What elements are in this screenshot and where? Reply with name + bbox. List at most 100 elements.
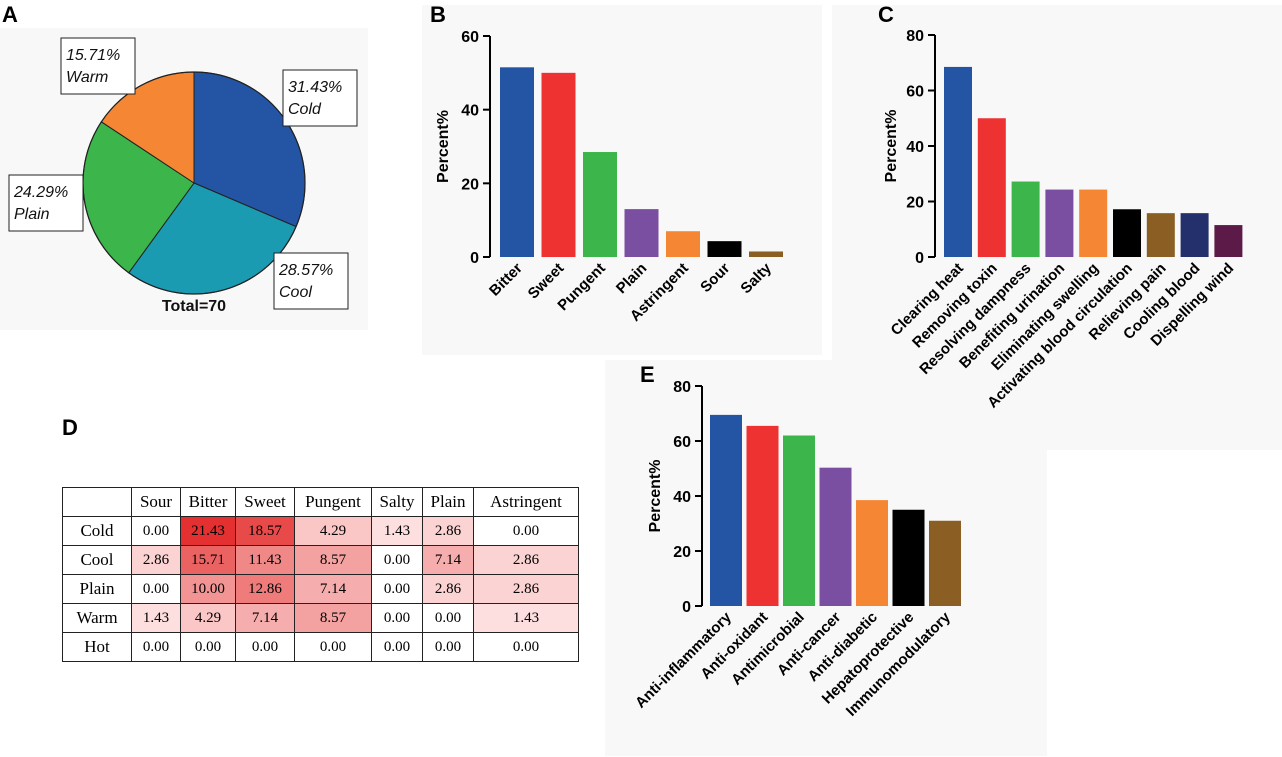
pie-label-percent: 15.71% (66, 47, 120, 64)
table-cell: 11.43 (235, 545, 295, 575)
table-cell: 4.29 (180, 603, 236, 633)
column-header (62, 487, 132, 517)
column-header: Salty (371, 487, 423, 517)
bar-anti-oxidant (746, 425, 779, 606)
pie-label-name: Plain (14, 206, 50, 223)
column-header: Astringent (473, 487, 579, 517)
table-row: Cool 2.86 15.71 11.43 8.57 0.00 7.14 2.8… (62, 545, 579, 575)
pie-label-percent: 24.29% (13, 184, 68, 201)
y-tick-label: 40 (461, 103, 479, 120)
table-row: Plain 0.00 10.00 12.86 7.14 0.00 2.86 2.… (62, 574, 579, 604)
panel-label-e: E (640, 362, 655, 387)
table-row: Cold 0.00 21.43 18.57 4.29 1.43 2.86 0.0… (62, 516, 579, 546)
bar-astringent (666, 231, 700, 257)
pie-label-percent: 28.57% (278, 262, 333, 279)
y-tick-label: 0 (470, 250, 479, 267)
table-cell: 2.86 (422, 516, 474, 546)
table-header-row: Sour Bitter Sweet Pungent Salty Plain As… (62, 487, 579, 517)
heatmap-table-d: Sour Bitter Sweet Pungent Salty Plain As… (62, 487, 579, 662)
x-tick-label: Salty (737, 259, 775, 297)
table-cell: 0.00 (422, 603, 474, 633)
y-tick-label: 80 (906, 28, 924, 45)
table-cell: 2.86 (131, 545, 181, 575)
bar-eliminating-swelling (1079, 189, 1108, 257)
table-cell: 0.00 (473, 516, 579, 546)
table-cell: 1.43 (371, 516, 423, 546)
table-cell: 1.43 (131, 603, 181, 633)
bar-resolving-dampness (1011, 181, 1040, 257)
y-axis-label: Percent% (647, 460, 664, 533)
bar-clearing-heat (944, 66, 972, 257)
y-tick-label: 40 (906, 139, 924, 156)
table-cell: 2.86 (422, 574, 474, 604)
table-cell: 15.71 (180, 545, 236, 575)
bar-pungent (583, 152, 617, 257)
y-tick-label: 20 (461, 176, 479, 193)
column-header: Plain (422, 487, 474, 517)
table-row: Hot 0.00 0.00 0.00 0.00 0.00 0.00 0.00 (62, 632, 579, 662)
y-tick-label: 40 (673, 489, 691, 506)
panel-label-a: A (2, 2, 18, 27)
table-cell: 0.00 (131, 632, 181, 662)
column-header: Sweet (235, 487, 295, 517)
row-header: Cold (62, 516, 132, 546)
bar-relieving-pain (1146, 213, 1175, 257)
y-tick-label: 20 (906, 195, 924, 212)
table-cell: 0.00 (473, 632, 579, 662)
table-cell: 0.00 (422, 632, 474, 662)
y-tick-label: 80 (673, 379, 691, 396)
column-header: Bitter (180, 487, 236, 517)
pie-label-name: Warm (66, 69, 108, 86)
pie-label-box (273, 252, 349, 310)
bar-chart-e: 020406080Percent%Anti-inflammatoryAnti-o… (632, 379, 961, 720)
column-header: Sour (131, 487, 181, 517)
table-cell: 0.00 (371, 574, 423, 604)
table-cell: 0.00 (294, 632, 372, 662)
table-cell: 7.14 (294, 574, 372, 604)
row-header: Plain (62, 574, 132, 604)
bar-activating-blood-circulation (1113, 209, 1141, 257)
bar-plain (624, 209, 659, 257)
y-tick-label: 0 (682, 599, 691, 616)
table-cell: 2.86 (473, 545, 579, 575)
table-row: Warm 1.43 4.29 7.14 8.57 0.00 0.00 1.43 (62, 603, 579, 633)
pie-label-percent: 31.43% (288, 79, 342, 96)
table-cell: 0.00 (235, 632, 295, 662)
table-cell: 0.00 (371, 545, 423, 575)
y-tick-label: 60 (906, 84, 924, 101)
table-cell: 0.00 (371, 603, 423, 633)
table-cell: 0.00 (131, 574, 181, 604)
bar-benefiting-urination (1045, 189, 1074, 257)
bar-anti-cancer (819, 467, 852, 606)
pie-label-name: Cold (288, 101, 322, 118)
pie-total-label: Total=70 (162, 298, 226, 315)
x-tick-label: Sour (697, 260, 733, 296)
panel-b-background (422, 5, 822, 355)
y-tick-label: 0 (915, 250, 924, 267)
table-cell: 0.00 (131, 516, 181, 546)
bar-dispelling-wind (1214, 225, 1243, 257)
table-cell: 1.43 (473, 603, 579, 633)
bar-anti-diabetic (856, 500, 888, 606)
bar-sweet (541, 72, 576, 257)
bar-immunomodulatory (929, 520, 961, 606)
pie-label-name: Cool (279, 284, 312, 301)
table-cell: 10.00 (180, 574, 236, 604)
bar-cooling-blood (1180, 213, 1209, 257)
pie-label-box (60, 37, 136, 95)
table-cell: 0.00 (180, 632, 236, 662)
bar-removing-toxin (977, 118, 1006, 257)
y-axis-label: Percent% (883, 110, 900, 183)
pie-label-box (8, 174, 84, 232)
y-tick-label: 60 (461, 29, 479, 46)
table-cell: 7.14 (422, 545, 474, 575)
row-header: Warm (62, 603, 132, 633)
table-cell: 21.43 (180, 516, 236, 546)
bar-salty (749, 251, 783, 257)
table-cell: 8.57 (294, 545, 372, 575)
table-cell: 12.86 (235, 574, 295, 604)
x-tick-label: Bitter (486, 260, 526, 300)
panel-label-c: C (878, 2, 894, 27)
